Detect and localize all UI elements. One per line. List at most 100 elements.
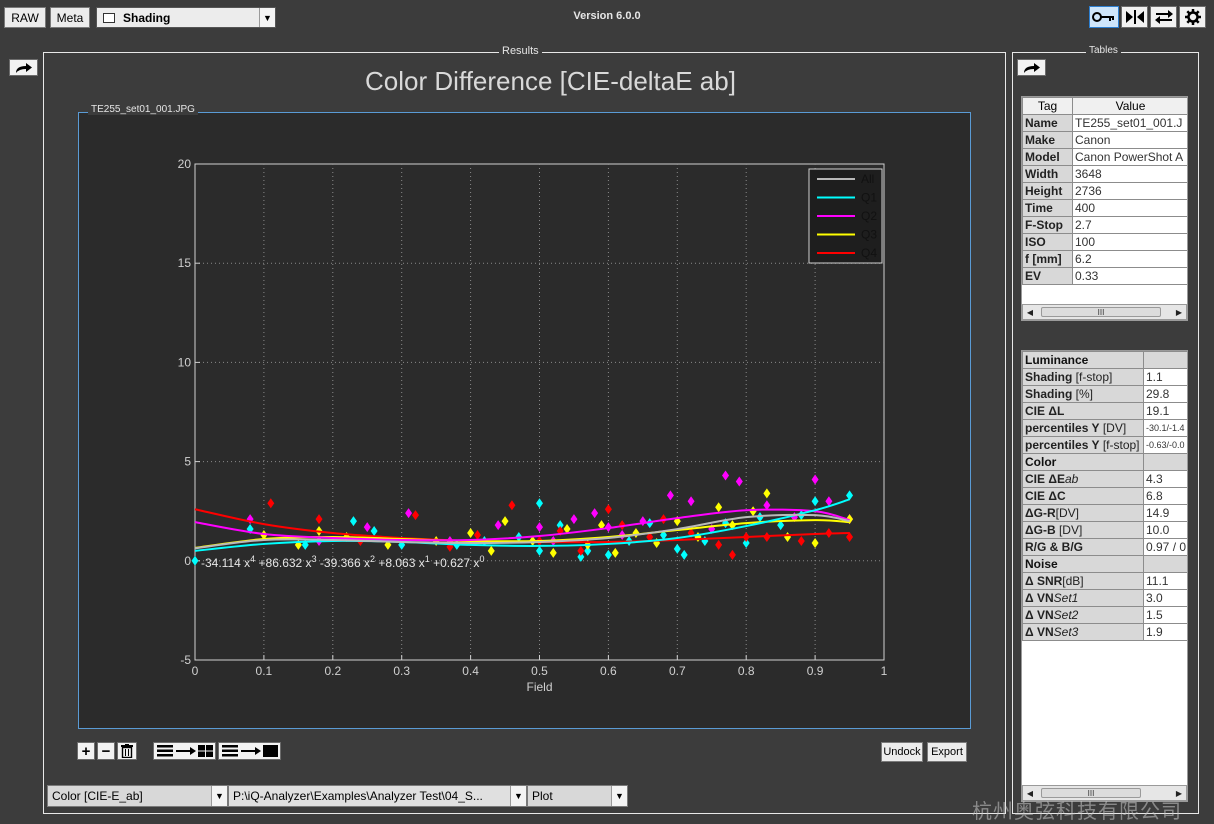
mirror-split-button[interactable] (1121, 6, 1148, 28)
zoom-in-button[interactable]: + (77, 742, 95, 760)
data-point-q1 (246, 524, 254, 535)
result-label: Δ VNSet3 (1022, 623, 1144, 641)
mode-select[interactable]: Shading ▼ (96, 7, 276, 28)
list-to-window-button[interactable] (218, 742, 281, 760)
results-row[interactable]: Shading [%] 29.8 (1022, 385, 1187, 403)
scroll-right-icon[interactable]: ▶ (1175, 788, 1183, 798)
view-select[interactable]: Plot ▼ (527, 785, 628, 807)
data-point-q4 (473, 530, 481, 541)
fit-term: +0.627 x (433, 556, 479, 570)
result-value: 0.97 / 0. (1143, 538, 1187, 556)
results-row[interactable]: Δ VNSet3 1.9 (1022, 623, 1187, 641)
results-row[interactable]: CIE ΔL 19.1 (1022, 402, 1187, 420)
chevron-down-icon[interactable]: ▼ (259, 8, 275, 27)
legend-label-q3: Q3 (861, 228, 877, 242)
meta-tag: Height (1022, 182, 1073, 200)
legend-label-q2: Q2 (861, 209, 877, 223)
results-row[interactable]: percentiles Y [f-stop] -0.63/-0.0 (1022, 436, 1187, 454)
swap-arrows-button[interactable] (1150, 6, 1177, 28)
dock-left-button[interactable] (9, 59, 38, 76)
data-point-q3 (749, 506, 757, 517)
fit-line-all (194, 513, 850, 550)
meta-value: 400 (1072, 199, 1187, 217)
scroll-left-icon[interactable]: ◀ (1026, 788, 1034, 798)
zoom-out-button[interactable]: − (97, 742, 115, 760)
data-point-q3 (715, 502, 723, 513)
fit-line-q2 (194, 508, 850, 542)
scroll-thumb[interactable]: III (1041, 788, 1141, 798)
data-point-q1 (646, 518, 654, 529)
result-label-name: Noise (1025, 557, 1058, 571)
path-select[interactable]: P:\iQ-Analyzer\Examples\Analyzer Test\04… (228, 785, 527, 807)
result-label: ΔG-R[DV] (1022, 504, 1144, 522)
data-point-q1 (742, 537, 750, 548)
result-label-unit: [DV] (1099, 421, 1127, 435)
results-row[interactable]: Δ SNR[dB] 11.1 (1022, 572, 1187, 590)
result-label-unit: [%] (1072, 387, 1094, 401)
results-section-row[interactable]: Noise (1022, 555, 1187, 573)
dock-tables-button[interactable] (1017, 59, 1046, 76)
data-point-q2 (666, 490, 674, 501)
meta-row[interactable]: Make Canon (1022, 131, 1187, 149)
result-label-name: percentiles Y (1025, 438, 1100, 452)
scroll-left-icon[interactable]: ◀ (1026, 307, 1034, 317)
results-row[interactable]: ΔG-B [DV] 10.0 (1022, 521, 1187, 539)
results-section-row[interactable]: Luminance (1022, 351, 1187, 369)
meta-tag: F-Stop (1022, 216, 1073, 234)
result-label-unit: Set3 (1053, 625, 1079, 639)
window-icon (103, 12, 115, 23)
data-point-q3 (467, 528, 475, 539)
curved-arrow-right-icon (1023, 62, 1040, 73)
data-point-q4 (728, 549, 736, 560)
fit-term: +8.063 x (378, 556, 424, 570)
results-row[interactable]: CIE ΔEab 4.3 (1022, 470, 1187, 488)
meta-row[interactable]: ISO 100 (1022, 233, 1187, 251)
fit-term-power: 0 (479, 554, 484, 564)
meta-value: 6.2 (1072, 250, 1187, 268)
meta-row[interactable]: F-Stop 2.7 (1022, 216, 1187, 234)
meta-button[interactable]: Meta (50, 7, 90, 28)
data-point-q2 (363, 522, 371, 533)
scroll-right-icon[interactable]: ▶ (1175, 307, 1183, 317)
results-row[interactable]: percentiles Y [DV] -30.1/-1.4 (1022, 419, 1187, 437)
meta-row[interactable]: EV 0.33 (1022, 267, 1187, 285)
fit-term-power: 2 (370, 554, 375, 564)
meta-row[interactable]: Model Canon PowerShot A (1022, 148, 1187, 166)
meta-row[interactable]: Width 3648 (1022, 165, 1187, 183)
meta-row[interactable]: f [mm] 6.2 (1022, 250, 1187, 268)
scroll-thumb[interactable]: III (1041, 307, 1161, 317)
results-row[interactable]: R/G & B/G 0.97 / 0. (1022, 538, 1187, 556)
meta-row[interactable]: Height 2736 (1022, 182, 1187, 200)
meta-row[interactable]: Time 400 (1022, 199, 1187, 217)
result-label-unit: [f-stop] (1099, 438, 1140, 452)
y-tick-label: 10 (178, 355, 192, 369)
results-row[interactable]: CIE ΔC 6.8 (1022, 487, 1187, 505)
results-table-hscroll[interactable]: ◀ III ▶ (1022, 785, 1187, 801)
results-row[interactable]: Shading [f-stop] 1.1 (1022, 368, 1187, 386)
data-point-q1 (577, 551, 585, 562)
settings-button[interactable] (1179, 6, 1206, 28)
chevron-down-icon[interactable]: ▼ (510, 786, 526, 806)
meta-table-hscroll[interactable]: ◀ III ▶ (1022, 304, 1187, 320)
data-point-q4 (797, 535, 805, 546)
list-to-grid-button[interactable] (153, 742, 216, 760)
chevron-down-icon[interactable]: ▼ (611, 786, 627, 806)
results-row[interactable]: ΔG-R[DV] 14.9 (1022, 504, 1187, 522)
result-value: 29.8 (1143, 385, 1187, 403)
delete-button[interactable] (117, 742, 137, 760)
results-section-row[interactable]: Color (1022, 453, 1187, 471)
meta-row[interactable]: Name TE255_set01_001.J (1022, 114, 1187, 132)
export-button[interactable]: Export (927, 742, 967, 762)
result-label-name: Color (1025, 455, 1057, 469)
meta-value: Canon (1072, 131, 1187, 149)
undock-button[interactable]: Undock (881, 742, 923, 762)
key-lock-button[interactable] (1089, 6, 1119, 28)
data-point-q2 (825, 496, 833, 507)
chevron-down-icon[interactable]: ▼ (211, 786, 227, 806)
legend-label-q4: Q4 (861, 246, 877, 260)
results-row[interactable]: Δ VNSet2 1.5 (1022, 606, 1187, 624)
results-row[interactable]: Δ VNSet1 3.0 (1022, 589, 1187, 607)
metric-select[interactable]: Color [CIE-E_ab] ▼ (47, 785, 228, 807)
x-tick-label: 0.6 (600, 664, 617, 678)
raw-button[interactable]: RAW (4, 7, 46, 28)
